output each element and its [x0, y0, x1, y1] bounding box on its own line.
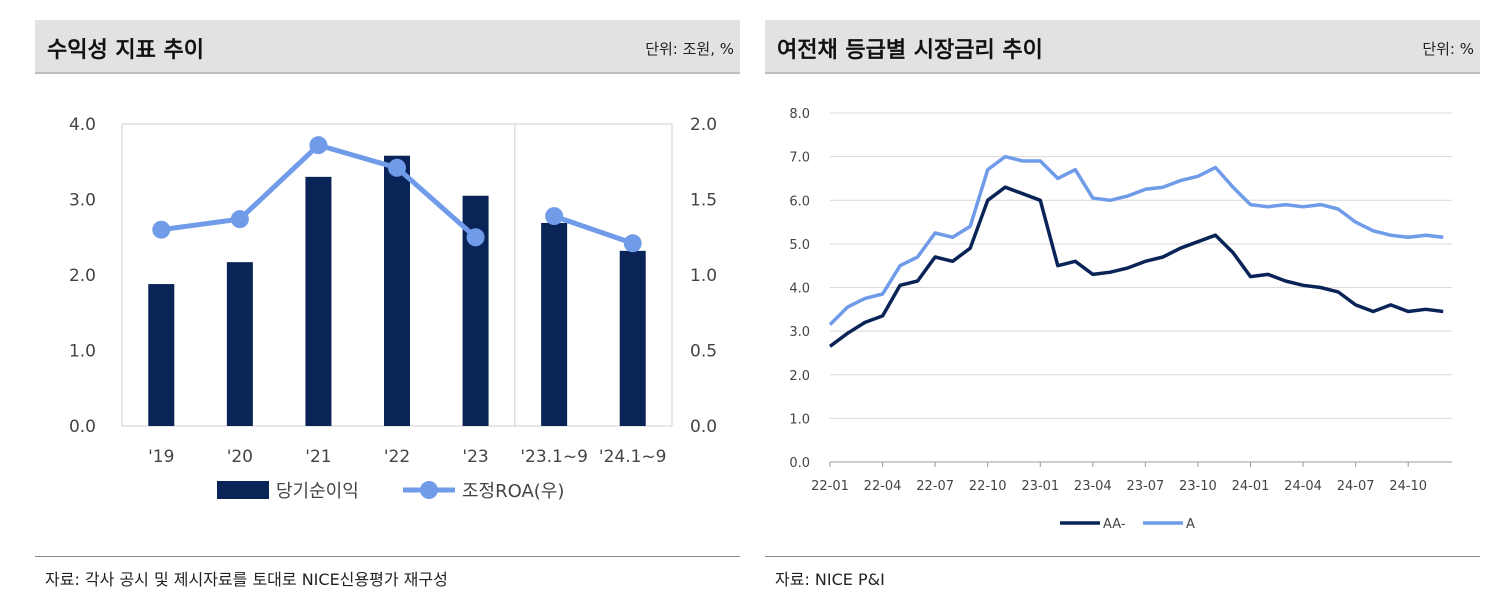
left-y-tick-label: 4.0: [69, 115, 96, 135]
y-tick-label: 7.0: [789, 151, 810, 166]
x-tick-label: 23-10: [1179, 479, 1217, 494]
y-tick-label: 8.0: [789, 107, 810, 122]
right-chart-title: 여전채 등급별 시장금리 추이: [777, 38, 1043, 63]
legend-swatch-net-income: [217, 481, 269, 499]
net-income-bar: [619, 250, 646, 426]
x-tick-label: '23.1~9: [520, 447, 588, 467]
y-tick-label: 0.0: [789, 456, 810, 471]
right-y-tick-label: 1.0: [690, 266, 717, 286]
right-source-divider: [765, 556, 1480, 557]
y-tick-label: 5.0: [789, 238, 810, 253]
left-unit-label: 단위: 조원, %: [645, 40, 734, 58]
net-income-bar: [226, 262, 253, 426]
x-tick-label: '22: [384, 447, 410, 467]
left-y-tick-label: 1.0: [69, 342, 96, 362]
right-y-tick-label: 0.5: [690, 342, 717, 362]
legend-swatch-roa-marker: [420, 481, 438, 499]
legend-label-roa: 조정ROA(우): [462, 481, 564, 502]
roa-point: [309, 136, 328, 155]
roa-point: [623, 234, 642, 253]
x-tick-label: 24-04: [1284, 479, 1322, 494]
roa-point: [545, 207, 564, 226]
legend-label-net-income: 당기순이익: [276, 481, 359, 502]
x-tick-label: 22-04: [864, 479, 902, 494]
x-tick-label: 24-10: [1389, 479, 1427, 494]
left-y-tick-label: 2.0: [69, 266, 96, 286]
net-income-bar: [148, 284, 175, 426]
left-title-bar: 수익성 지표 추이 단위: 조원, %: [35, 20, 740, 74]
roa-point: [230, 210, 249, 229]
roa-point: [388, 158, 406, 177]
y-tick-label: 4.0: [789, 282, 810, 297]
right-unit-label: 단위: %: [1422, 40, 1474, 58]
right-y-tick-label: 0.0: [690, 417, 717, 437]
left-y-tick-label: 3.0: [69, 191, 96, 211]
roa-point: [152, 220, 171, 239]
right-y-tick-label: 2.0: [690, 115, 717, 135]
y-tick-label: 2.0: [789, 369, 810, 384]
y-tick-label: 6.0: [789, 194, 810, 209]
x-tick-label: 22-07: [916, 479, 954, 494]
x-tick-label: '24.1~9: [599, 447, 667, 467]
net-income-bar: [305, 176, 332, 426]
x-tick-label: 24-01: [1232, 479, 1270, 494]
series-line-a: [828, 154, 1444, 326]
left-y-tick-label: 0.0: [69, 417, 96, 437]
left-chart-title: 수익성 지표 추이: [47, 38, 204, 63]
x-tick-label: '20: [227, 447, 253, 467]
right-title-bar: 여전채 등급별 시장금리 추이 단위: %: [765, 20, 1480, 74]
left-source-divider: [35, 556, 740, 557]
x-tick-label: '19: [148, 447, 174, 467]
x-tick-label: 22-10: [969, 479, 1007, 494]
left-source-text: 자료: 각사 공시 및 제시자료를 토대로 NICE신용평가 재구성: [45, 570, 448, 589]
x-tick-label: 23-04: [1074, 479, 1112, 494]
x-tick-label: 22-01: [811, 479, 849, 494]
x-tick-label: 24-07: [1337, 479, 1375, 494]
y-tick-label: 1.0: [789, 412, 810, 427]
roa-line-interim: [553, 213, 634, 246]
x-tick-label: '21: [305, 447, 331, 467]
series-line-aa-minus: [828, 185, 1444, 348]
right-y-tick-label: 1.5: [690, 191, 717, 211]
x-tick-label: 23-01: [1021, 479, 1059, 494]
x-tick-label: 23-07: [1126, 479, 1164, 494]
roa-point: [466, 228, 485, 247]
x-tick-label: '23: [462, 447, 488, 467]
net-income-bar: [384, 155, 410, 426]
right-chart-svg: 0.0 1.0 2.0 3.0 4.0 5.0 6.0 7.0 8.0 22-01 22-04 22-…: [789, 107, 1452, 532]
right-source-text: 자료: NICE P&I: [775, 570, 885, 589]
y-tick-label: 3.0: [789, 325, 810, 340]
legend-label-a: A: [1186, 517, 1195, 532]
legend-label-aa-minus: AA-: [1103, 517, 1126, 532]
left-chart-svg: 0.0 1.0 2.0 3.0 4.0 0.0 0.5 1.0 1.5 2.0 '19 '20 '21 '…: [69, 115, 717, 502]
net-income-bar: [541, 222, 568, 426]
